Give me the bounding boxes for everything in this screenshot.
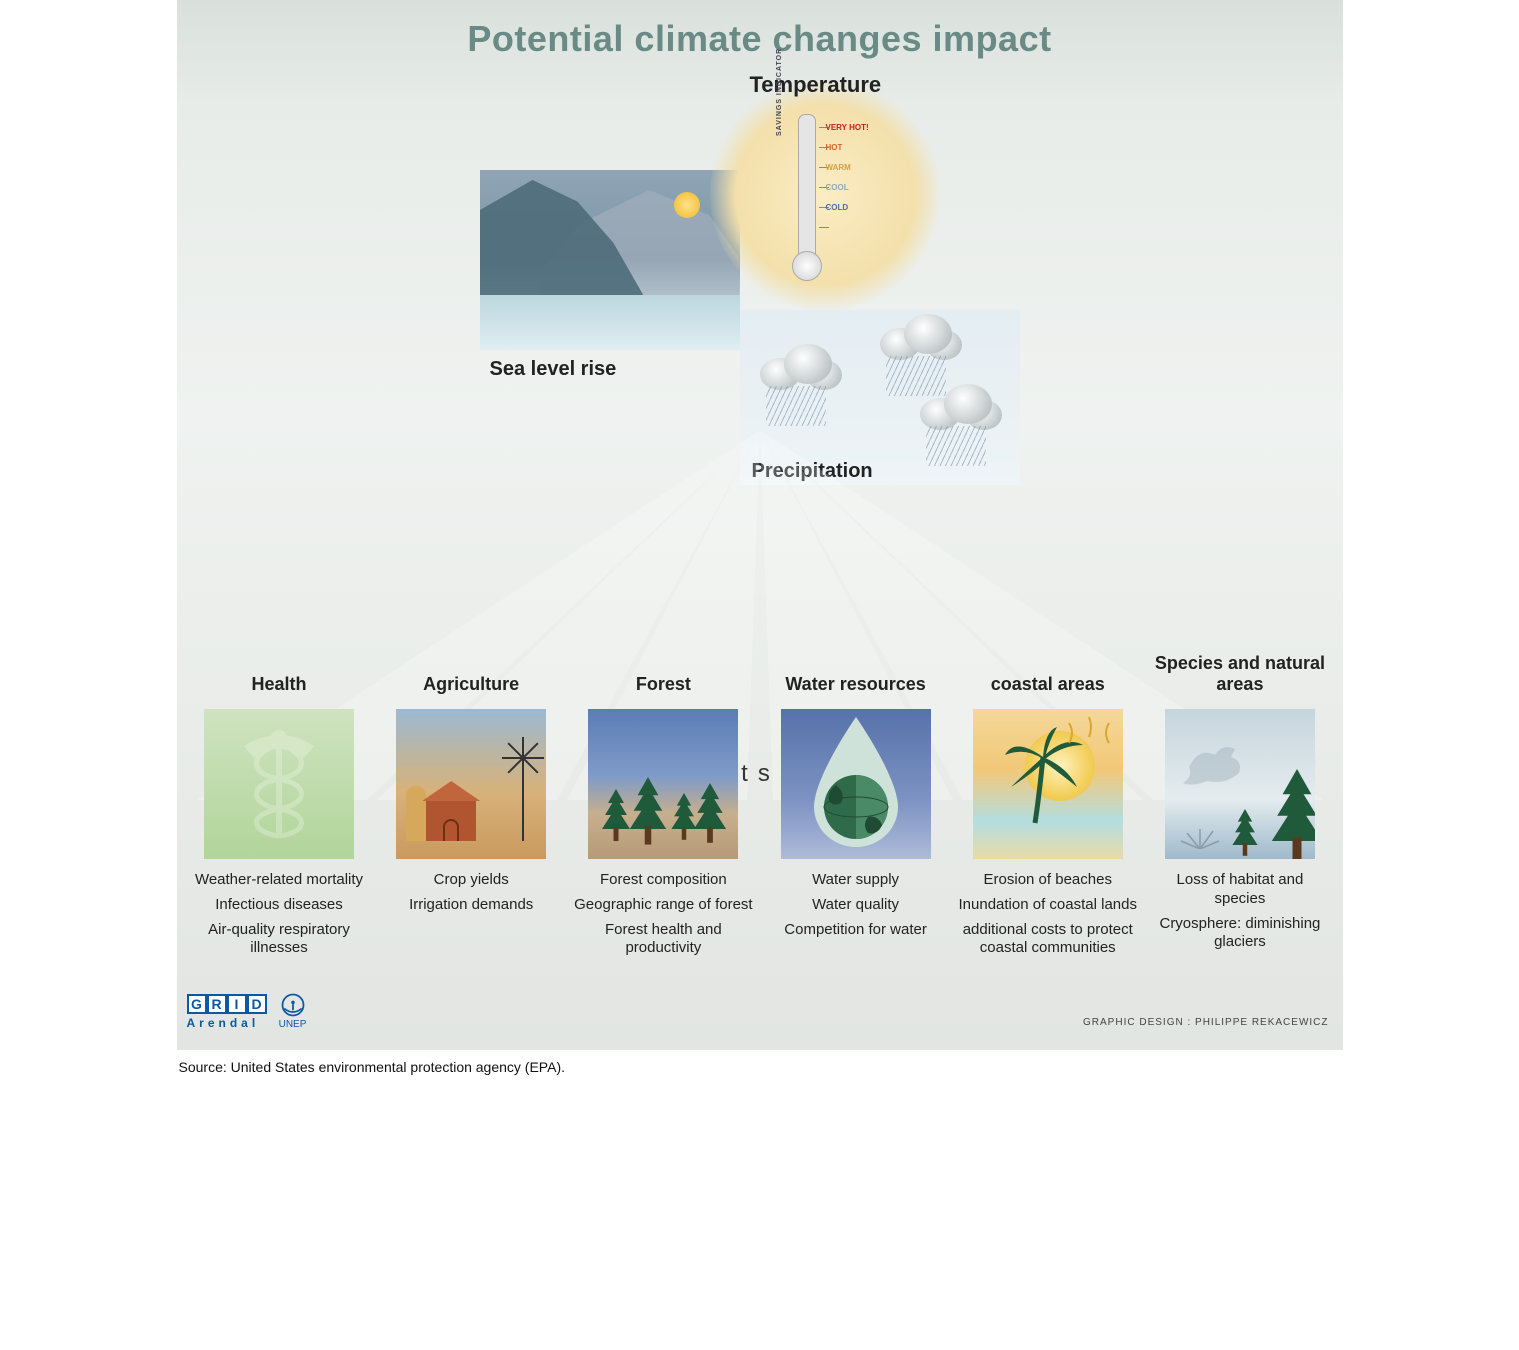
impact-item: Irrigation demands: [379, 896, 564, 915]
impact-title: coastal areas: [955, 655, 1140, 695]
cloud-icon: [920, 390, 1000, 430]
unep-icon: [279, 991, 307, 1019]
agriculture-illustration: [396, 709, 546, 859]
shrub-icon: [1175, 819, 1225, 849]
impact-item: Crop yields: [379, 871, 564, 890]
impact-water: Water resources Water supply Water quali…: [763, 655, 948, 964]
impacts-row: Health Weather-related mortality Infecti…: [187, 655, 1333, 964]
grid-subtitle: Arendal: [187, 1016, 267, 1030]
temperature-label: Temperature: [750, 72, 882, 98]
water-illustration: [781, 709, 931, 859]
impact-item: additional costs to protect coastal comm…: [955, 921, 1140, 959]
grid-arendal-logo: G R I D Arendal: [187, 994, 267, 1030]
sun-rays-icon: [1059, 713, 1119, 773]
impact-item: Infectious diseases: [187, 896, 372, 915]
impact-item: Weather-related mortality: [187, 871, 372, 890]
impact-item: Water quality: [763, 896, 948, 915]
impact-forest: Forest Forest composition Geographic ran…: [571, 655, 756, 964]
impact-item: Competition for water: [763, 921, 948, 940]
temperature-circle: [710, 80, 940, 310]
thermometer-axis-label: SAVINGS INDICATOR: [776, 48, 783, 136]
sea-level-illustration: [480, 170, 740, 350]
impact-item: Air-quality respiratory illnesses: [187, 921, 372, 959]
bird-icon: [1179, 737, 1249, 792]
forest-illustration: [588, 709, 738, 859]
impact-item: Forest health and productivity: [571, 921, 756, 959]
windmill-icon: [522, 761, 524, 841]
unep-logo: UNEP: [279, 991, 307, 1030]
grid-letter: I: [227, 994, 247, 1014]
grid-letter: D: [247, 994, 267, 1014]
infographic-canvas: Potential climate changes impact Sea lev…: [177, 0, 1343, 1050]
impact-title: Health: [187, 655, 372, 695]
coastal-illustration: [973, 709, 1123, 859]
scale-cool: COOL: [826, 178, 869, 198]
scale-cold: COLD: [826, 198, 869, 218]
impact-item: Inundation of coastal lands: [955, 896, 1140, 915]
impact-agriculture: Agriculture Crop yields Irrigation deman…: [379, 655, 564, 964]
impact-item: Geographic range of forest: [571, 896, 756, 915]
grid-letter: G: [187, 994, 207, 1014]
impact-item: Water supply: [763, 871, 948, 890]
precipitation-label: Precipitation: [752, 460, 873, 483]
sun-icon: [674, 192, 700, 218]
barn-icon: [426, 799, 476, 841]
thermometer-icon: [798, 114, 816, 264]
footer-logos: G R I D Arendal UNEP: [187, 991, 307, 1030]
impact-coastal: coastal areas: [955, 655, 1140, 964]
scale-hot: HOT: [826, 138, 869, 158]
main-title: Potential climate changes impact: [177, 0, 1343, 60]
impact-title: Species and natural areas: [1147, 655, 1332, 695]
cloud-icon: [880, 320, 960, 360]
scale-warm: WARM: [826, 158, 869, 178]
impact-title: Water resources: [763, 655, 948, 695]
cloud-icon: [760, 350, 840, 390]
unep-label: UNEP: [279, 1019, 307, 1030]
health-illustration: [204, 709, 354, 859]
scale-very-hot: VERY HOT!: [826, 118, 869, 138]
design-credit: GRAPHIC DESIGN : PHILIPPE REKACEWICZ: [1083, 1017, 1328, 1028]
drivers-cluster: Sea level rise Temperature SAVINGS INDIC…: [480, 90, 1040, 510]
impact-title: Forest: [571, 655, 756, 695]
impact-item: Cryosphere: diminishing glaciers: [1147, 915, 1332, 953]
water-drop-globe-icon: [806, 717, 906, 847]
impact-item: Forest composition: [571, 871, 756, 890]
thermometer-scale: VERY HOT! HOT WARM COOL COLD: [826, 118, 869, 218]
impact-species: Species and natural areas Loss of habita…: [1147, 655, 1332, 964]
caduceus-icon: [204, 709, 354, 859]
impact-item: Loss of habitat and species: [1147, 871, 1332, 909]
precipitation-illustration: [740, 310, 1020, 485]
impact-item: Erosion of beaches: [955, 871, 1140, 890]
grid-letter: R: [207, 994, 227, 1014]
source-line: Source: United States environmental prot…: [177, 1055, 1343, 1079]
impact-title: Agriculture: [379, 655, 564, 695]
impact-health: Health Weather-related mortality Infecti…: [187, 655, 372, 964]
silo-icon: [406, 786, 426, 841]
species-illustration: [1165, 709, 1315, 859]
sea-level-label: Sea level rise: [490, 358, 617, 381]
